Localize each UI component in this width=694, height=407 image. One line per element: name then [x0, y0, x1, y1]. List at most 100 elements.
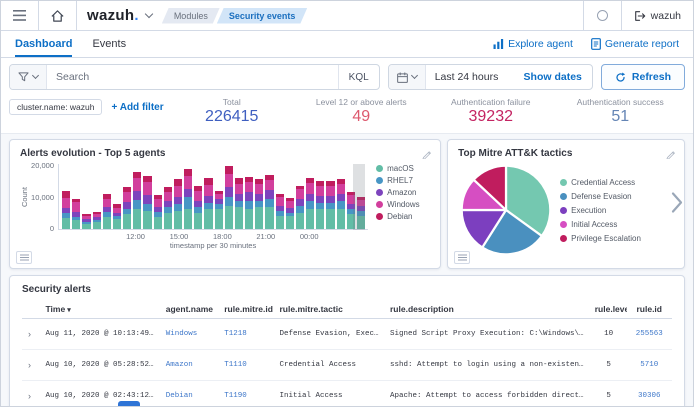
filter-menu-button[interactable] [10, 65, 47, 89]
query-language-button[interactable]: KQL [337, 65, 379, 89]
legend-item-debian[interactable]: Debian [376, 212, 430, 221]
legend-label: Amazon [387, 188, 417, 197]
stacked-bar[interactable] [82, 214, 91, 229]
calendar-button[interactable] [388, 65, 426, 89]
legend-item-windows[interactable]: Windows [376, 200, 430, 209]
stacked-bar[interactable] [336, 179, 345, 229]
status-circle-button[interactable] [582, 1, 621, 30]
generate-report-button[interactable]: Generate report [590, 38, 679, 50]
stacked-bar[interactable] [275, 193, 284, 229]
pie-slice-credential-access[interactable] [505, 164, 552, 238]
refresh-button[interactable]: Refresh [600, 64, 685, 90]
show-dates-button[interactable]: Show dates [523, 71, 582, 83]
cell-agent[interactable]: Debian [161, 380, 221, 406]
stacked-bar[interactable] [163, 187, 172, 229]
legend-item-defense-evasion[interactable]: Defense Evasion [560, 192, 641, 201]
search-group: KQL [9, 64, 380, 90]
stacked-bar[interactable] [102, 193, 111, 229]
legend-item-privilege-escalation[interactable]: Privilege Escalation [560, 234, 641, 243]
column-header-rule-description[interactable]: rule.description [386, 300, 591, 319]
pie-slice-privilege-escalation[interactable] [472, 164, 508, 212]
cell-agent[interactable]: Amazon [161, 349, 221, 381]
stacked-bar[interactable] [204, 177, 213, 229]
stacked-bar[interactable] [285, 197, 294, 229]
cell-mitre_id[interactable]: T1110 [220, 349, 276, 381]
edit-panel-button[interactable] [422, 147, 432, 162]
add-filter-button[interactable]: + Add filter [111, 101, 164, 113]
wazuh-logo[interactable]: wazuh. [87, 7, 139, 24]
stacked-bar[interactable] [326, 181, 335, 229]
legend-item-execution[interactable]: Execution [560, 206, 641, 215]
stacked-bar[interactable] [92, 212, 101, 229]
panel-title-security-alerts: Security alerts [22, 284, 91, 295]
column-header-rule-id[interactable]: rule.id [626, 300, 672, 319]
stacked-bar[interactable] [184, 168, 193, 229]
stacked-bar[interactable] [356, 197, 366, 229]
logout-button[interactable]: wazuh [620, 1, 693, 30]
legend-item-macos[interactable]: macOS [376, 164, 430, 173]
edit-panel-button[interactable] [666, 147, 676, 162]
stacked-bar[interactable] [316, 181, 325, 229]
legend-item-amazon[interactable]: Amazon [376, 188, 430, 197]
breadcrumb-modules[interactable]: Modules [162, 8, 220, 24]
legend-dot [560, 234, 568, 242]
stacked-bar[interactable] [153, 195, 162, 229]
alerts-table: Time ▾ agent.name rule.mitre.id rule.mitre.t… [22, 300, 672, 406]
cell-agent[interactable]: Windows [161, 318, 221, 350]
cell-mitre_id[interactable]: T1218 [220, 318, 276, 350]
chevron-down-icon[interactable] [144, 9, 154, 18]
bar-segment-windows [72, 202, 81, 213]
cell-rule_id[interactable]: 255563 [626, 318, 672, 350]
search-input[interactable] [47, 71, 338, 83]
stacked-bar[interactable] [234, 177, 244, 229]
cell-rule_id[interactable]: 5710 [626, 349, 672, 381]
legend-item-credential-access[interactable]: Credential Access [560, 178, 641, 187]
expand-row-button[interactable]: › [22, 380, 42, 406]
breadcrumb-security-events[interactable]: Security events [217, 8, 308, 24]
stacked-bar[interactable] [123, 187, 132, 229]
bar-segment-amazon [112, 212, 122, 216]
next-carousel-button[interactable] [671, 192, 683, 217]
stacked-bar[interactable] [112, 204, 122, 229]
tab-actions: Explore agent Generate report [493, 38, 679, 50]
time-range-button[interactable]: Last 24 hours [434, 71, 499, 83]
column-header-rule-mitre-id[interactable]: rule.mitre.id [220, 300, 276, 319]
stacked-bar[interactable] [306, 177, 315, 229]
cell-rule_id[interactable]: 30306 [626, 380, 672, 406]
legend-item-initial-access[interactable]: Initial Access [560, 220, 641, 229]
column-header-time[interactable]: Time ▾ [41, 300, 162, 319]
stacked-bar[interactable] [346, 191, 355, 229]
bar-segment-windows [275, 197, 284, 206]
column-header-rule-mitre-tactic[interactable]: rule.mitre.tactic [275, 300, 386, 319]
tab-dashboard[interactable]: Dashboard [15, 31, 73, 57]
menu-button[interactable] [1, 1, 39, 30]
pagination-pill[interactable] [118, 401, 140, 406]
stacked-bar[interactable] [224, 165, 233, 229]
stacked-bar[interactable] [245, 177, 254, 229]
stacked-bar[interactable] [295, 186, 305, 229]
home-button[interactable] [39, 1, 77, 30]
legend-toggle-button[interactable] [454, 251, 471, 264]
explore-agent-button[interactable]: Explore agent [493, 38, 573, 50]
stacked-bar[interactable] [133, 171, 142, 229]
expand-row-button[interactable]: › [22, 349, 42, 381]
bar-segment-macos [306, 209, 315, 229]
cell-mitre_id[interactable]: T1190 [220, 380, 276, 406]
stacked-bar[interactable] [265, 175, 274, 229]
stacked-bar[interactable] [173, 179, 183, 229]
filter-pill[interactable]: cluster.name: wazuh [9, 99, 103, 115]
legend-item-rhel7[interactable]: RHEL7 [376, 176, 430, 185]
stacked-bar[interactable] [214, 190, 223, 229]
tab-events[interactable]: Events [92, 38, 127, 50]
stacked-bar[interactable] [72, 198, 81, 229]
stacked-bar[interactable] [255, 179, 264, 229]
stacked-bar[interactable] [194, 185, 203, 229]
y-tick: 0 [49, 224, 54, 233]
stacked-bar[interactable] [62, 191, 71, 229]
column-header-rule-level[interactable]: rule.level [590, 300, 627, 319]
column-header-agent-name[interactable]: agent.name [161, 300, 221, 319]
expand-row-button[interactable]: › [22, 318, 42, 350]
legend-toggle-button[interactable] [16, 251, 32, 264]
pie-slice-defense-evasion[interactable] [481, 208, 544, 256]
stacked-bar[interactable] [143, 175, 152, 229]
